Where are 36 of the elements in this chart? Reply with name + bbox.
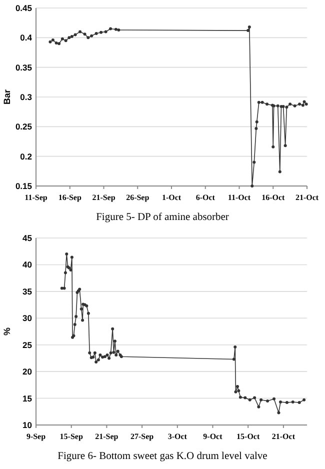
y-tick-label: 10 (22, 420, 32, 430)
y-axis-title: % (2, 327, 12, 336)
y-tick-label: 30 (22, 313, 32, 324)
x-tick-label: 9-Sep (26, 432, 46, 441)
x-tick-label: 11-Oct (228, 193, 251, 202)
text: Figure 5- DP of amine absorber (96, 212, 230, 223)
x-tick-label: 26-Sep (126, 193, 150, 202)
x-tick-label: 3-Oct (168, 432, 188, 441)
x-tick-label: 15-Sep (60, 432, 84, 441)
x-tick-label: 21-Oct (272, 432, 296, 441)
x-tick-label: 21-Oct (295, 193, 319, 202)
y-tick-label: 0.15 (15, 180, 32, 191)
y-tick-label: 0.45 (15, 2, 32, 13)
x-tick-label: 21-Sep (92, 193, 116, 202)
x-tick-label: 16-Sep (58, 193, 82, 202)
x-tick-label: 27-Sep (130, 432, 154, 441)
x-tick-label: 1-Oct (162, 193, 182, 202)
x-tick-label: 15-Oct (236, 432, 260, 441)
y-tick-label: 20 (22, 366, 32, 377)
x-tick-label: 16-Oct (262, 193, 286, 202)
text: Figure 6- Bottom sweet gas K.O drum level valve (58, 451, 268, 462)
y-tick-label: 0.25 (15, 122, 32, 132)
y-tick-label: 0.35 (15, 62, 32, 72)
x-tick-label: 9-Oct (203, 432, 223, 441)
x-tick-label: 11-Sep (24, 193, 48, 202)
y-tick-label: 15 (22, 393, 32, 404)
x-tick-label: 6-Oct (196, 193, 216, 202)
y-tick-label: 0.2 (20, 151, 32, 162)
y-tick-label: 25 (22, 340, 32, 350)
y-axis-title: Bar (2, 89, 12, 105)
y-tick-label: 40 (22, 260, 32, 270)
y-tick-label: 45 (22, 232, 32, 243)
y-tick-label: 0.4 (20, 32, 32, 43)
y-tick-label: 0.3 (20, 92, 32, 102)
y-tick-label: 35 (22, 286, 32, 296)
x-tick-label: 21-Sep (95, 432, 119, 441)
